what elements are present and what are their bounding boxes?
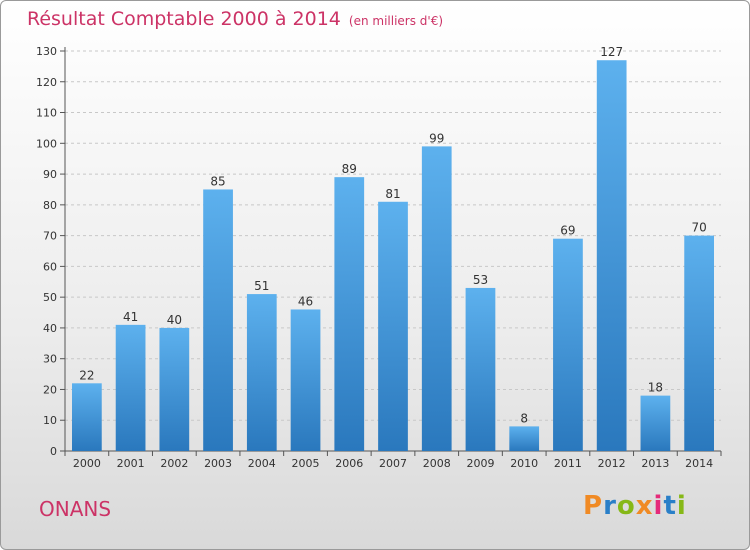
proxiti-logo[interactable]: Proxiti <box>583 491 687 521</box>
town-name: ONANS <box>39 497 112 521</box>
x-tick-label: 2008 <box>423 457 451 470</box>
chart-title-text: Résultat Comptable 2000 à 2014 <box>27 8 341 30</box>
logo-letter: t <box>663 491 677 521</box>
y-tick-label: 50 <box>43 291 57 304</box>
x-tick-label: 2009 <box>466 457 494 470</box>
data-label-2014: 70 <box>691 221 706 235</box>
data-label-2007: 81 <box>385 187 400 201</box>
data-label-2004: 51 <box>254 279 269 293</box>
bar-2006 <box>334 177 365 451</box>
data-label-2001: 41 <box>123 310 138 324</box>
y-tick-label: 40 <box>43 322 57 335</box>
y-tick-label: 100 <box>36 137 57 150</box>
logo-letter: P <box>583 491 604 521</box>
data-labels: 22 41 40 85 51 46 89 81 99 53 8 69 127 18 70 <box>79 45 707 425</box>
data-label-2005: 46 <box>298 294 313 308</box>
y-tick-label: 120 <box>36 76 57 89</box>
bar-2002 <box>159 327 190 451</box>
y-tick-label: 130 <box>36 45 57 58</box>
x-tick-label: 2012 <box>598 457 626 470</box>
x-tick-label: 2010 <box>510 457 538 470</box>
logo-letter: x <box>635 491 654 521</box>
y-tick-label: 30 <box>43 353 57 366</box>
y-tick-label: 60 <box>43 260 57 273</box>
bar-2007 <box>378 201 408 451</box>
logo-letter: r <box>603 491 617 521</box>
y-tick-label: 0 <box>50 445 57 458</box>
data-label-2009: 53 <box>473 273 488 287</box>
x-tick-label: 2002 <box>160 457 188 470</box>
bar-2003 <box>203 189 233 451</box>
data-label-2012: 127 <box>600 45 623 59</box>
bar-2008 <box>421 146 452 451</box>
bar-2012 <box>596 60 627 451</box>
x-tick-label: 2005 <box>292 457 320 470</box>
x-tick-label: 2013 <box>641 457 669 470</box>
bar-2001 <box>115 324 146 451</box>
x-tick-label: 2004 <box>248 457 276 470</box>
x-tick-label: 2007 <box>379 457 407 470</box>
bar-2011 <box>553 238 583 451</box>
y-tick-label: 110 <box>36 107 57 120</box>
x-tick-label: 2003 <box>204 457 232 470</box>
y-tick-label: 10 <box>43 414 57 427</box>
bar-2010 <box>509 426 540 451</box>
data-label-2002: 40 <box>167 313 182 327</box>
y-tick-label: 90 <box>43 168 57 181</box>
logo-letter: i <box>653 491 664 521</box>
bar-2005 <box>290 309 321 451</box>
x-tick-label: 2001 <box>117 457 145 470</box>
x-tick-label: 2011 <box>554 457 582 470</box>
logo-letter: i <box>676 491 687 521</box>
chart-subtitle: (en milliers d'€) <box>348 14 444 28</box>
data-label-2000: 22 <box>79 368 94 382</box>
bar-2000 <box>71 383 102 451</box>
data-label-2013: 18 <box>648 381 663 395</box>
bar-2013 <box>640 395 671 451</box>
data-label-2011: 69 <box>560 224 575 238</box>
logo-letter: o <box>616 491 636 521</box>
data-label-2008: 99 <box>429 131 444 145</box>
data-label-2010: 8 <box>520 411 528 425</box>
data-label-2006: 89 <box>342 162 357 176</box>
y-tick-label: 80 <box>43 199 57 212</box>
x-tick-label: 2014 <box>685 457 713 470</box>
x-tick-label: 2006 <box>335 457 363 470</box>
bars <box>71 60 715 451</box>
chart-title: Résultat Comptable 2000 à 2014 (en millie… <box>27 8 443 30</box>
y-tick-label: 70 <box>43 230 57 243</box>
bar-2009 <box>465 287 496 451</box>
y-tick-label: 20 <box>43 383 57 396</box>
x-tick-label: 2000 <box>73 457 101 470</box>
data-label-2003: 85 <box>210 174 225 188</box>
bar-2014 <box>684 235 715 451</box>
bar-2004 <box>246 294 277 451</box>
